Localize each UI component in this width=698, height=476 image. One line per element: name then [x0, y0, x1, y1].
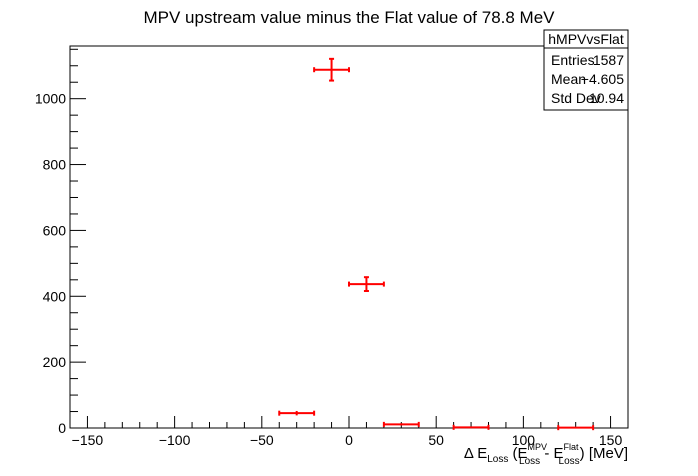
- x-tick-label: 150: [599, 432, 623, 448]
- x-label-close: ) [MeV]: [580, 445, 628, 462]
- data-point: [452, 424, 490, 430]
- x-label-mid: - E: [540, 445, 563, 462]
- x-tick-label: 50: [428, 432, 444, 448]
- x-tick-label: −50: [250, 432, 274, 448]
- y-tick-label: 1000: [35, 91, 66, 107]
- data-point: [313, 57, 350, 82]
- x-label-sub1: Loss: [487, 454, 508, 465]
- stats-box-name: hMPVvsFlat: [548, 31, 624, 47]
- x-label-open: (E: [508, 445, 527, 462]
- stats-box-frame: [543, 29, 629, 111]
- y-tick-label: 600: [43, 222, 67, 238]
- data-point: [278, 410, 316, 416]
- x-label-sub2: Loss: [519, 456, 540, 467]
- tick-labels: −150 −100 −50 0 50 100 150 0 200 400 600 800 1000: [35, 91, 623, 448]
- stats-box: hMPVvsFlat Entries 1587 Mean −4.605 Std …: [543, 29, 629, 111]
- x-axis-label: Δ ELoss (EMPV Loss - EFlat Loss) [MeV]: [464, 442, 628, 467]
- x-label-prefix: Δ E: [464, 445, 487, 462]
- data-point: [382, 421, 420, 427]
- y-tick-label: 800: [43, 157, 67, 173]
- x-label-sup3: Flat: [564, 442, 580, 452]
- y-tick-label: 0: [58, 420, 66, 436]
- y-tick-label: 200: [43, 354, 67, 370]
- x-tick-label: −150: [72, 432, 104, 448]
- stats-mean-value: −4.605: [581, 71, 624, 87]
- data-point: [348, 276, 385, 293]
- x-tick-label: 0: [345, 432, 353, 448]
- stats-entries-value: 1587: [593, 52, 624, 68]
- x-tick-label: 100: [512, 432, 536, 448]
- chart-title: MPV upstream value minus the Flat value …: [143, 8, 555, 27]
- x-label-sub3: Loss: [559, 456, 580, 467]
- x-tick-label: −100: [159, 432, 191, 448]
- y-tick-label: 400: [43, 288, 67, 304]
- data-point: [557, 425, 595, 431]
- x-label-sup2: MPV: [528, 442, 548, 452]
- data-points: [278, 57, 595, 431]
- stats-mean-label: Mean: [551, 71, 586, 87]
- stats-entries-label: Entries: [551, 52, 595, 68]
- stats-stddev-label: Std Dev: [551, 90, 601, 106]
- stats-stddev-value: 10.94: [589, 90, 624, 106]
